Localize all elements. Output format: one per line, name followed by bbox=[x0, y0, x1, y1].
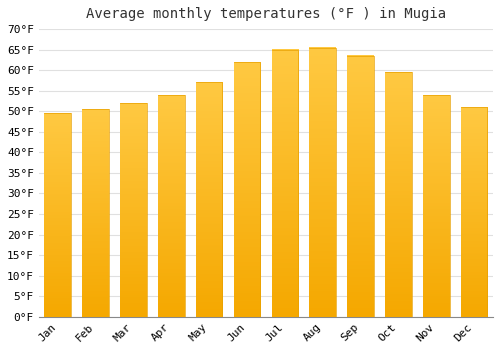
Title: Average monthly temperatures (°F ) in Mugia: Average monthly temperatures (°F ) in Mu… bbox=[86, 7, 446, 21]
